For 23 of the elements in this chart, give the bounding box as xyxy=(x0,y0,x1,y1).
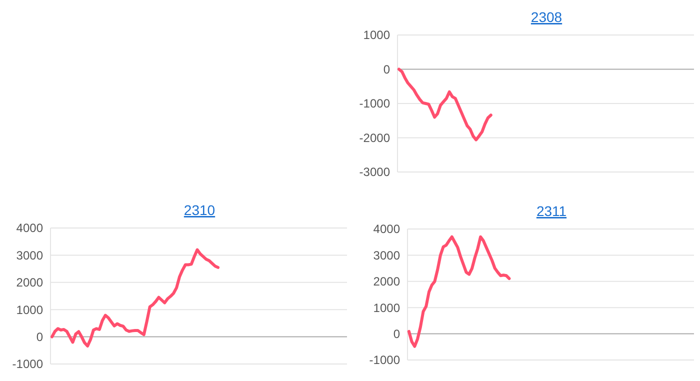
y-tick-label: -1000 xyxy=(369,353,400,368)
y-tick-label: 0 xyxy=(36,330,44,344)
line-series xyxy=(397,68,492,142)
y-tick-label: -2000 xyxy=(359,130,390,145)
chart-title: 2308 xyxy=(530,9,562,25)
y-tick-label: 0 xyxy=(393,327,400,341)
y-tick-label: 3000 xyxy=(16,248,44,262)
chart-title: 2311 xyxy=(536,203,567,219)
y-tick-label: -1000 xyxy=(12,357,44,372)
y-tick-label: -1000 xyxy=(359,96,390,111)
y-tick-label: 1000 xyxy=(373,300,400,315)
y-tick-label: 1000 xyxy=(16,302,44,317)
chart-title: 2310 xyxy=(184,202,216,218)
y-tick-label: 4000 xyxy=(16,221,44,236)
line-series xyxy=(50,248,220,348)
y-tick-label: 0 xyxy=(383,62,390,76)
y-tick-label: 2000 xyxy=(373,274,400,289)
line-series xyxy=(407,235,511,348)
y-tick-label: 3000 xyxy=(373,248,400,262)
y-tick-label: 2000 xyxy=(16,276,44,290)
y-tick-label: -3000 xyxy=(359,165,390,180)
y-tick-label: 4000 xyxy=(373,222,400,236)
y-tick-label: 1000 xyxy=(363,28,390,42)
